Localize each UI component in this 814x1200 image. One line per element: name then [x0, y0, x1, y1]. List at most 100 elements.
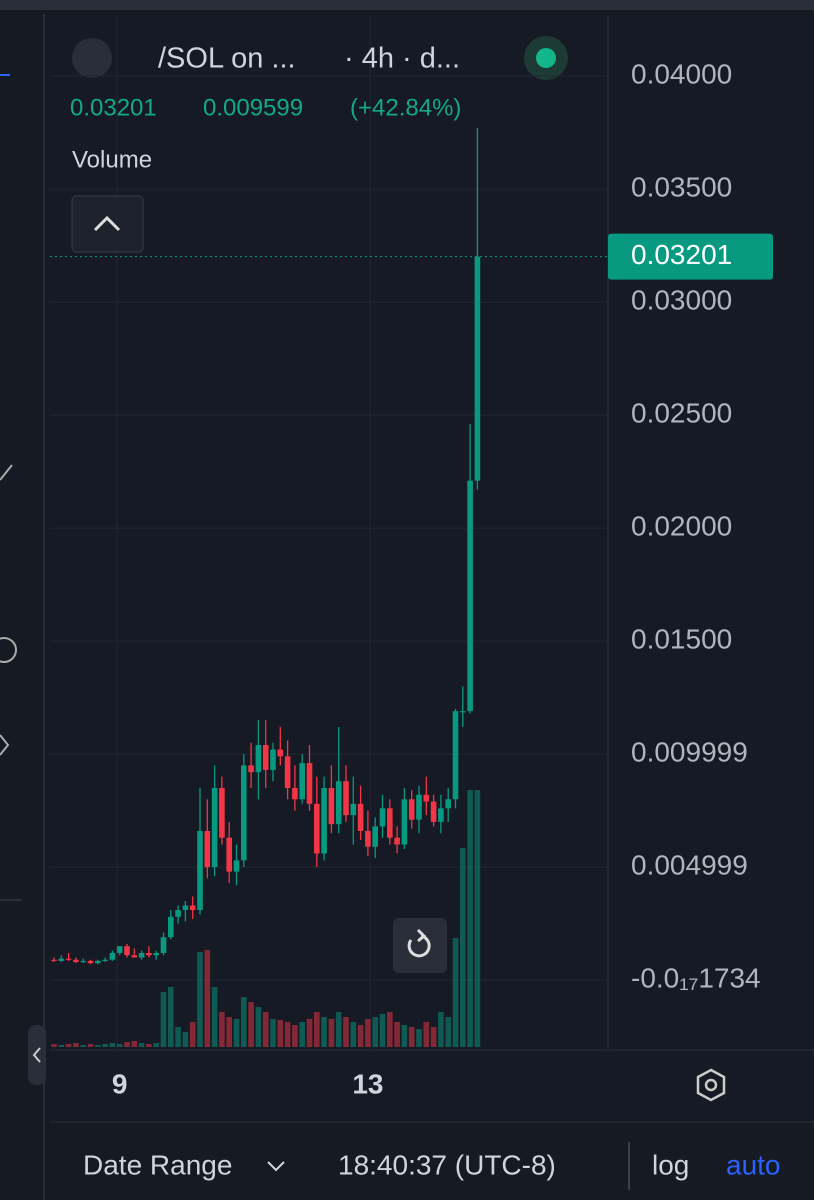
- volume-bar: [270, 1019, 276, 1047]
- candle-body: [58, 958, 65, 961]
- candle-body: [248, 765, 254, 773]
- candle-body: [277, 749, 284, 757]
- volume-bar: [58, 1045, 65, 1047]
- volume-bar: [248, 1002, 254, 1047]
- candle-body: [328, 787, 335, 825]
- candle-body: [372, 826, 378, 847]
- candle-body: [350, 803, 357, 816]
- symbol[interactable]: /SOL on ...: [158, 43, 296, 75]
- candle-body: [343, 781, 349, 816]
- candle-body: [262, 745, 269, 770]
- candle-body: [109, 952, 116, 960]
- candle-body: [408, 799, 415, 820]
- candle-body: [401, 799, 408, 845]
- volume-bar: [182, 1032, 189, 1047]
- volume-bar: [467, 790, 473, 1047]
- plot-area: [50, 75, 608, 1047]
- volume-bar: [138, 1043, 145, 1047]
- volume-bar: [168, 987, 174, 1047]
- candle-body: [131, 955, 138, 958]
- candle-body: [65, 958, 72, 960]
- collapse-icon: [32, 1047, 41, 1063]
- volume-bar: [350, 1022, 357, 1047]
- volume-bar: [314, 1012, 320, 1047]
- collapse-button[interactable]: [28, 1025, 46, 1085]
- volume-bar: [430, 1027, 437, 1047]
- x-tick-label: 13: [352, 1068, 383, 1099]
- volume-bar: [438, 1012, 444, 1047]
- top-bar: [0, 0, 814, 10]
- tool-icon[interactable]: [0, 637, 17, 663]
- volume-bar: [321, 1017, 327, 1047]
- candle-body: [460, 711, 466, 713]
- symbol-icon: [72, 38, 112, 78]
- candle-body: [365, 830, 371, 847]
- candle-body: [438, 808, 444, 822]
- candle-body: [233, 860, 240, 872]
- volume-bar: [306, 1019, 313, 1047]
- reset-button[interactable]: [393, 918, 447, 973]
- candle-body: [182, 905, 189, 911]
- date-range[interactable]: Date Range: [83, 1149, 232, 1180]
- candle-body: [314, 803, 320, 854]
- candle-body: [138, 952, 145, 958]
- volume-bar: [379, 1014, 386, 1047]
- volume-bar: [372, 1017, 378, 1047]
- collapse-legend-button[interactable]: [71, 195, 144, 253]
- volume-bar: [343, 1017, 349, 1047]
- candle-body: [160, 937, 167, 953]
- y-tick-label: 0.01500: [631, 623, 732, 654]
- tool-icon[interactable]: [0, 464, 13, 481]
- volume-bar: [189, 1022, 196, 1047]
- volume-bar: [109, 1043, 116, 1047]
- volume-bar: [175, 1027, 181, 1047]
- y-tick-label: 0.02500: [631, 397, 732, 428]
- interval[interactable]: · 4h · d...: [344, 43, 460, 75]
- auto-toggle[interactable]: auto: [726, 1149, 781, 1180]
- candle-body: [452, 711, 459, 800]
- volume-bar: [131, 1041, 138, 1047]
- volume-bar: [387, 1012, 393, 1047]
- volume-bar: [445, 1017, 451, 1047]
- candle-body: [379, 808, 386, 827]
- volume-bar: [153, 1043, 159, 1047]
- volume-bar: [51, 1044, 57, 1047]
- ohlc-change-pct: (+42.84%): [350, 94, 461, 121]
- volume-bar: [255, 1007, 262, 1047]
- tool-icon[interactable]: [0, 734, 10, 756]
- volume-bar: [233, 1019, 240, 1047]
- settings-button[interactable]: [696, 1068, 726, 1102]
- candle-body: [335, 781, 342, 825]
- volume-bar: [116, 1044, 123, 1047]
- settings-icon: [704, 1078, 718, 1092]
- volume-bar: [299, 1022, 305, 1047]
- candle-body: [197, 830, 203, 911]
- candle-body: [270, 749, 276, 770]
- volume-bar: [335, 1012, 342, 1047]
- dropdown-icon: [267, 1161, 285, 1172]
- candle-body: [124, 946, 130, 956]
- volume-bar: [394, 1022, 400, 1047]
- volume-bar: [328, 1019, 335, 1047]
- candle-body: [87, 960, 94, 964]
- candle-body: [146, 952, 152, 956]
- volume-bar: [408, 1027, 415, 1047]
- candle-body: [175, 910, 181, 917]
- log-toggle[interactable]: log: [652, 1149, 689, 1180]
- y-tick-label: 0.02000: [631, 510, 732, 541]
- volume-bar: [460, 848, 466, 1047]
- toolbar: [0, 10, 42, 1200]
- ohlc-close: 0.03201: [70, 94, 157, 121]
- volume-bar: [80, 1045, 86, 1047]
- candle-body: [387, 808, 393, 838]
- volume-bar: [160, 992, 167, 1047]
- volume-bar: [87, 1044, 94, 1047]
- volume-bar: [146, 1044, 152, 1047]
- volume-bar: [277, 1020, 284, 1047]
- x-tick-label: 9: [112, 1068, 128, 1099]
- volume-bar: [416, 1029, 422, 1047]
- candle-body: [219, 787, 225, 838]
- last-price-label: 0.03201: [631, 239, 732, 270]
